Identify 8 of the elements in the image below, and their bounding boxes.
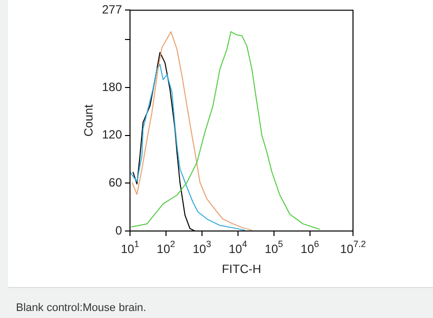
text: Blank control:Mouse brain. — [16, 302, 146, 314]
y-tick-label: 0 — [115, 223, 122, 238]
y-tick-label: 60 — [108, 175, 122, 190]
x-axis-title: FITC-H — [222, 262, 262, 276]
y-axis-title: Count — [82, 104, 96, 137]
y-tick-label: 120 — [102, 128, 122, 142]
y-tick-label: 180 — [102, 80, 122, 94]
y-tick-label: 277 — [102, 2, 122, 17]
